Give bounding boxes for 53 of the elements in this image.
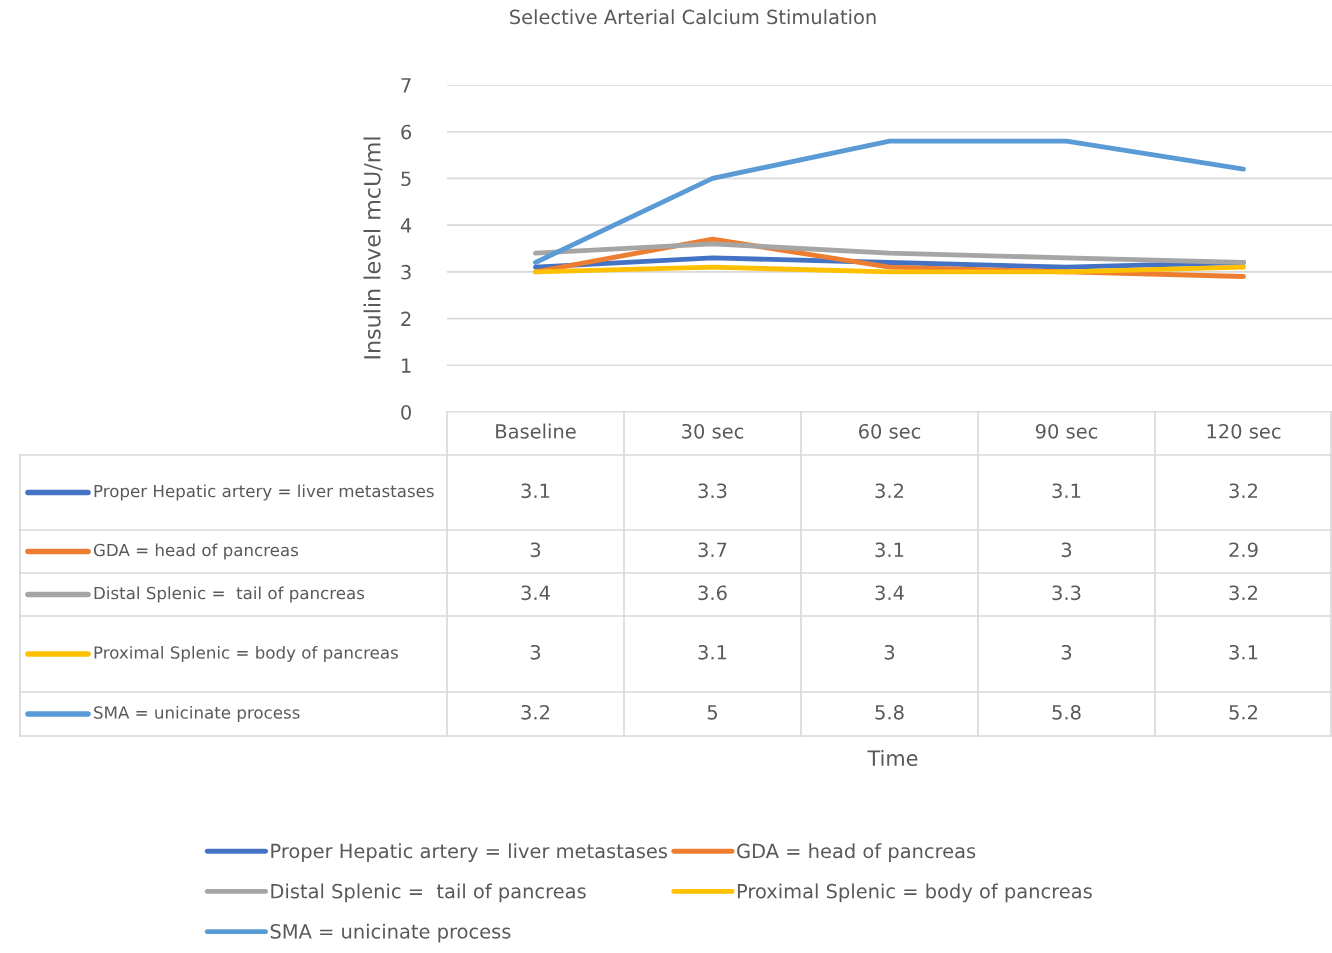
y-tick-label: 1 bbox=[402, 358, 411, 373]
data-label: 3 bbox=[1061, 542, 1072, 558]
data-label: 2.9 bbox=[1229, 542, 1258, 558]
data-label: 3.3 bbox=[698, 483, 727, 499]
legend-label: Proximal Splenic = body of pancreas bbox=[94, 645, 398, 663]
data-label: 3.2 bbox=[1229, 585, 1258, 601]
text: SMA = unicinate process bbox=[270, 923, 511, 943]
y-axis-title: Insulin level mcU/ml bbox=[363, 137, 383, 359]
legend-label: Distal Splenic = tail of pancreas bbox=[94, 586, 365, 603]
line-series bbox=[533, 138, 1246, 265]
x-tick-label: 90 sec bbox=[1035, 423, 1098, 439]
data-label: 5.2 bbox=[1229, 704, 1258, 720]
legend-label: SMA = unicinate process bbox=[94, 705, 300, 723]
data-label: 5.8 bbox=[875, 704, 904, 720]
y-tick-label: 6 bbox=[401, 124, 412, 140]
data-label: 3.2 bbox=[1229, 483, 1258, 499]
y-tick-label: 7 bbox=[401, 78, 411, 93]
data-label: 5.8 bbox=[1052, 704, 1081, 720]
y-tick-label: 5 bbox=[401, 171, 411, 187]
data-label: 3 bbox=[884, 644, 895, 660]
data-label: 3.1 bbox=[521, 483, 550, 499]
y-tick-label: 2 bbox=[401, 311, 411, 326]
x-tick-label: Baseline bbox=[496, 423, 576, 439]
y-tick-label: 0 bbox=[401, 404, 411, 420]
data-label: 3.2 bbox=[875, 483, 904, 499]
x-tick-label: 120 sec bbox=[1207, 423, 1281, 439]
data-label: 3 bbox=[530, 644, 541, 660]
text: Proper Hepatic artery = liver metastases bbox=[271, 843, 668, 863]
data-label: 3.7 bbox=[698, 542, 727, 558]
text: GDA = head of pancreas bbox=[737, 843, 976, 863]
data-label: 5 bbox=[707, 705, 717, 720]
y-tick-label: 4 bbox=[400, 218, 412, 233]
data-label: 3.1 bbox=[1229, 644, 1258, 660]
x-tick-label: 30 sec bbox=[682, 423, 744, 439]
data-label: 3.1 bbox=[698, 644, 727, 660]
data-label: 3.2 bbox=[521, 704, 550, 720]
data-label: 3.6 bbox=[698, 585, 727, 601]
data-label: 3.4 bbox=[521, 585, 550, 601]
legend-label: Proper Hepatic artery = liver metastases bbox=[94, 484, 434, 501]
data-label: 3 bbox=[530, 542, 541, 558]
data-label: 3.4 bbox=[875, 585, 904, 601]
x-tick-label: 60 sec bbox=[859, 423, 921, 439]
data-label: 3.1 bbox=[875, 542, 904, 558]
data-label: 3.1 bbox=[1052, 483, 1081, 499]
text: Time bbox=[867, 749, 918, 767]
data-label: 3 bbox=[1061, 644, 1072, 660]
data-label: 3.3 bbox=[1052, 585, 1081, 601]
y-tick-label: 3 bbox=[401, 264, 411, 280]
line-series bbox=[533, 241, 1246, 265]
text: Distal Splenic = tail of pancreas bbox=[271, 883, 586, 903]
text: Proximal Splenic = body of pancreas bbox=[737, 883, 1092, 903]
legend-label: GDA = head of pancreas bbox=[93, 543, 299, 560]
chart-title: Selective Arterial Calcium Stimulation bbox=[510, 9, 876, 25]
